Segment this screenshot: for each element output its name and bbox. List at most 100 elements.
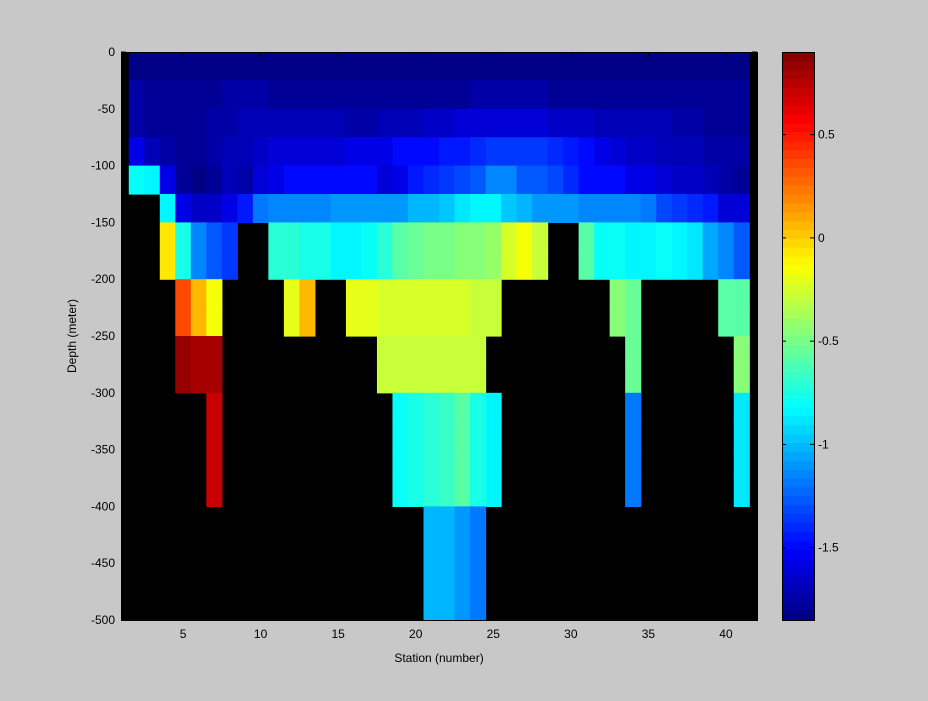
heatmap-cell bbox=[656, 80, 673, 110]
heatmap-cell bbox=[733, 336, 750, 365]
heatmap-cell bbox=[625, 478, 642, 507]
heatmap-cell bbox=[702, 250, 719, 280]
heatmap-cell bbox=[485, 478, 502, 507]
heatmap-cell bbox=[625, 165, 642, 195]
heatmap-cell bbox=[159, 80, 176, 110]
heatmap-cell bbox=[594, 222, 611, 252]
heatmap-cell bbox=[361, 52, 378, 81]
heatmap-cell bbox=[423, 591, 440, 621]
heatmap-cell bbox=[407, 80, 425, 110]
heatmap-cell bbox=[237, 52, 254, 81]
heatmap-cell bbox=[578, 80, 595, 110]
x-axis: 5 10 15 20 25 30 35 40 bbox=[180, 52, 733, 641]
heatmap-cell bbox=[470, 137, 487, 167]
heatmap-cell bbox=[268, 108, 285, 138]
y-axis: 0 -50 -100 -150 -200 -250 -300 -350 -400 -450 -500 bbox=[91, 45, 757, 627]
heatmap-cell bbox=[221, 137, 238, 167]
heatmap-cell bbox=[563, 165, 580, 195]
heatmap-cell bbox=[485, 222, 502, 252]
colorbar-swatch bbox=[782, 140, 814, 151]
heatmap-cell bbox=[423, 194, 440, 223]
colorbar-frame bbox=[782, 52, 815, 621]
heatmap-cell bbox=[423, 279, 440, 309]
heatmap-cell bbox=[733, 478, 750, 507]
heatmap-cell bbox=[625, 194, 642, 223]
heatmap-cell bbox=[454, 194, 471, 223]
heatmap-cell bbox=[439, 449, 456, 479]
colorbar-tick-label: -0.5 bbox=[818, 334, 839, 348]
heatmap-cell bbox=[392, 165, 409, 195]
colorbar-swatch bbox=[782, 513, 814, 523]
heatmap-cell bbox=[206, 250, 223, 280]
heatmap-cell bbox=[283, 222, 300, 252]
heatmap-cell bbox=[283, 250, 300, 280]
heatmap-cell bbox=[221, 52, 238, 81]
heatmap-cell bbox=[687, 194, 704, 223]
heatmap-cell bbox=[376, 165, 394, 195]
heatmap-cell bbox=[206, 108, 223, 138]
heatmap-cell bbox=[423, 80, 440, 110]
heatmap-cell bbox=[656, 165, 673, 195]
heatmap-cell bbox=[656, 194, 673, 223]
heatmap-cell bbox=[221, 108, 238, 138]
heatmap-cell bbox=[299, 307, 316, 337]
heatmap-cell bbox=[516, 108, 533, 138]
heatmap-cell bbox=[283, 194, 300, 223]
heatmap-cell bbox=[733, 194, 750, 223]
heatmap-cell bbox=[532, 165, 549, 195]
heatmap-cell bbox=[640, 52, 657, 81]
heatmap-cell bbox=[144, 137, 161, 167]
heatmap-cell bbox=[470, 165, 487, 195]
heatmap-cell bbox=[470, 52, 487, 81]
colorbar-tick-label: 0.5 bbox=[818, 128, 835, 142]
heatmap-cell bbox=[625, 52, 642, 81]
heatmap-cell bbox=[159, 250, 176, 280]
heatmap-cell bbox=[470, 364, 487, 394]
heatmap-cell bbox=[547, 80, 564, 110]
heatmap-cell bbox=[609, 194, 626, 223]
heatmap-cell bbox=[283, 137, 300, 167]
heatmap-cell bbox=[733, 449, 750, 479]
y-tick-label: -450 bbox=[91, 556, 115, 570]
heatmap-cell bbox=[563, 52, 580, 81]
heatmap-cell bbox=[733, 364, 750, 394]
heatmap-cell bbox=[128, 165, 145, 195]
heatmap-cell bbox=[547, 194, 564, 223]
heatmap-cell bbox=[687, 80, 704, 110]
heatmap-cell bbox=[299, 194, 316, 223]
colorbar-swatch bbox=[782, 540, 814, 550]
heatmap-cell bbox=[470, 449, 487, 479]
heatmap-cell bbox=[345, 165, 363, 195]
colorbar-swatch bbox=[782, 149, 814, 160]
heatmap-cell bbox=[252, 194, 269, 223]
heatmap-cell bbox=[454, 392, 471, 422]
heatmap-cell bbox=[578, 222, 595, 252]
heatmap-cell bbox=[345, 222, 363, 252]
heatmap-cell bbox=[175, 222, 192, 252]
heatmap-cell bbox=[439, 421, 456, 451]
heatmap-cell bbox=[733, 222, 750, 252]
colorbar-swatch bbox=[782, 96, 814, 106]
heatmap-cell bbox=[283, 307, 300, 337]
heatmap-cell bbox=[128, 108, 145, 138]
heatmap-cell bbox=[470, 250, 487, 280]
heatmap-cell bbox=[439, 307, 456, 337]
heatmap-cell bbox=[190, 165, 207, 195]
heatmap-cell bbox=[454, 250, 471, 280]
heatmap-cell bbox=[159, 137, 176, 167]
heatmap-cell bbox=[190, 80, 207, 110]
heatmap-cell bbox=[376, 108, 394, 138]
heatmap-cell bbox=[702, 194, 719, 223]
heatmap-cell bbox=[501, 80, 518, 110]
colorbar-swatch bbox=[782, 194, 814, 204]
heatmap-cell bbox=[423, 563, 440, 593]
heatmap-cells bbox=[128, 52, 750, 621]
heatmap-cell bbox=[470, 591, 487, 621]
heatmap-cell bbox=[423, 421, 440, 451]
heatmap-cell bbox=[470, 336, 487, 365]
heatmap-cell bbox=[671, 250, 688, 280]
heatmap-cell bbox=[454, 563, 471, 593]
colorbar-swatch bbox=[782, 114, 814, 124]
heatmap-cell bbox=[516, 250, 533, 280]
colorbar-swatch bbox=[782, 167, 814, 177]
